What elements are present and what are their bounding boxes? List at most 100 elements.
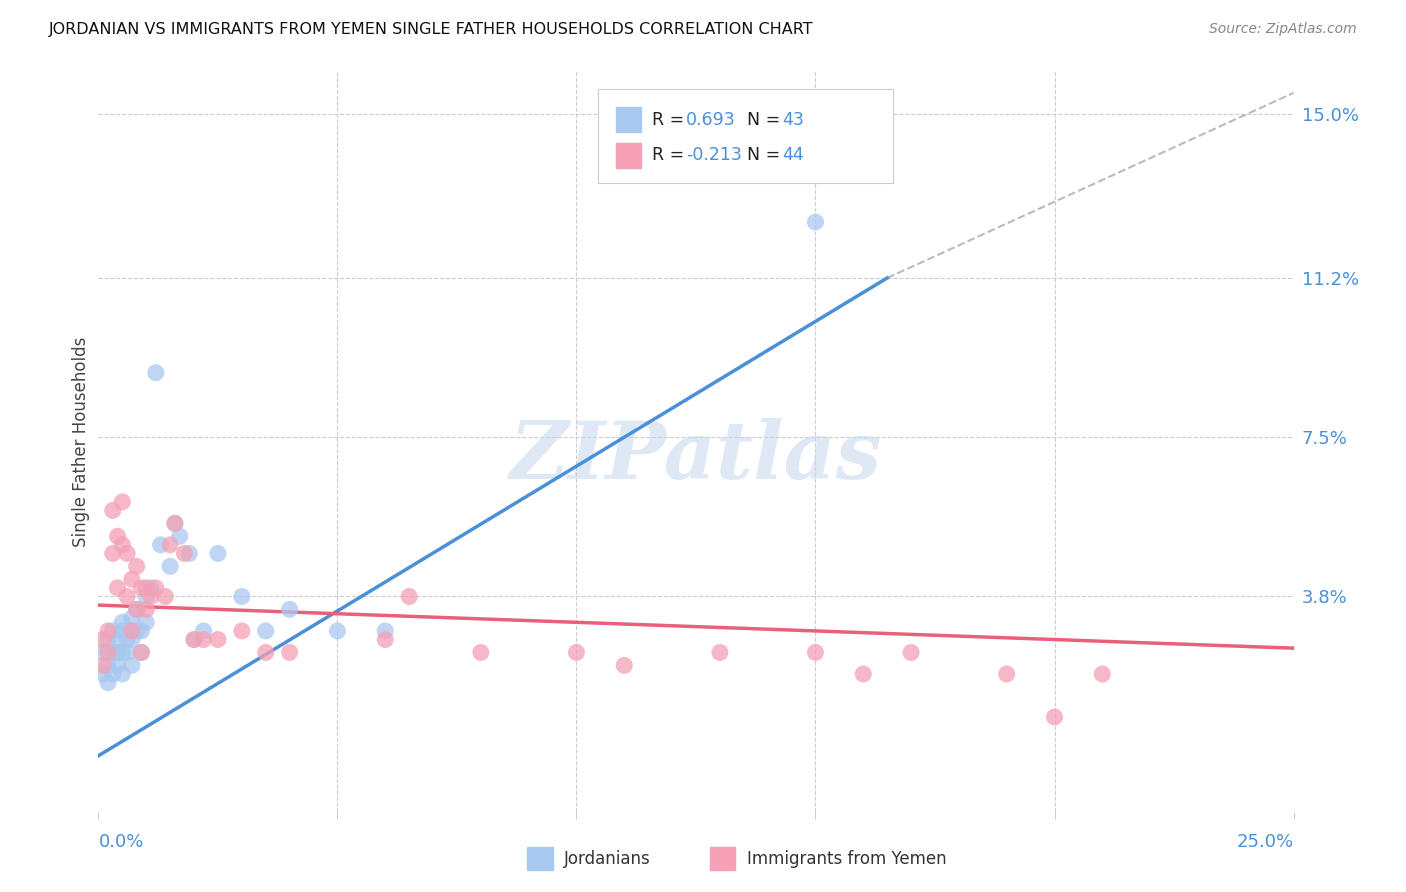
Point [183,632,205,647]
Point [115,590,138,604]
Point [131,581,153,595]
Y-axis label: Single Father Households: Single Father Households [72,336,90,547]
Point [207,632,229,647]
Point [139,581,162,595]
Point [193,624,215,638]
Point [145,581,167,595]
Point [326,624,349,638]
Point [125,602,148,616]
Point [97,658,120,673]
Point [804,215,827,229]
Point [179,546,201,560]
Point [1043,710,1066,724]
Point [111,495,134,509]
Text: ZIPatlas: ZIPatlas [510,417,882,495]
Point [125,624,148,638]
Point [145,366,167,380]
Point [97,624,120,638]
Point [121,611,143,625]
Point [398,590,420,604]
Point [115,546,138,560]
Point [131,645,153,659]
Text: 44: 44 [782,146,803,164]
Text: R =: R = [652,146,690,164]
Point [804,645,827,659]
Text: -0.213: -0.213 [686,146,742,164]
Text: 43: 43 [782,111,804,128]
Point [159,538,181,552]
Point [91,667,114,681]
Text: Jordanians: Jordanians [564,849,651,868]
Point [115,645,138,659]
Point [149,538,172,552]
Text: 25.0%: 25.0% [1236,833,1294,851]
Point [159,559,181,574]
Point [135,590,157,604]
Point [107,658,129,673]
Point [278,602,301,616]
Point [173,546,195,560]
Point [207,546,229,560]
Point [135,581,157,595]
Point [131,645,153,659]
Text: 0.693: 0.693 [686,111,735,128]
Point [101,546,124,560]
Point [900,645,922,659]
Text: Source: ZipAtlas.com: Source: ZipAtlas.com [1209,22,1357,37]
Text: Immigrants from Yemen: Immigrants from Yemen [747,849,946,868]
Point [852,667,875,681]
Text: N =: N = [747,111,786,128]
Point [121,658,143,673]
Point [131,624,153,638]
Point [163,516,186,531]
Point [374,632,396,647]
Point [111,667,134,681]
Point [107,645,129,659]
Point [91,632,114,647]
Point [101,645,124,659]
Point [125,602,148,616]
Point [565,645,588,659]
Point [107,529,129,543]
Text: 0.0%: 0.0% [98,833,143,851]
Point [111,645,134,659]
Point [97,645,120,659]
Point [101,624,124,638]
Point [183,632,205,647]
Point [107,581,129,595]
Point [97,675,120,690]
Point [374,624,396,638]
Point [995,667,1018,681]
Point [231,590,253,604]
Point [111,624,134,638]
Point [111,615,134,630]
Point [1091,667,1114,681]
Point [613,658,636,673]
Point [91,658,114,673]
Text: JORDANIAN VS IMMIGRANTS FROM YEMEN SINGLE FATHER HOUSEHOLDS CORRELATION CHART: JORDANIAN VS IMMIGRANTS FROM YEMEN SINGL… [49,22,814,37]
Point [101,503,124,517]
Point [231,624,253,638]
Point [101,667,124,681]
Text: R =: R = [652,111,690,128]
Point [139,590,162,604]
Point [111,538,134,552]
Point [135,602,157,616]
Point [107,632,129,647]
Point [155,590,177,604]
Point [709,645,731,659]
Point [163,516,186,531]
Point [193,632,215,647]
Point [97,632,120,647]
Text: N =: N = [747,146,786,164]
Point [115,624,138,638]
Point [121,632,143,647]
Point [470,645,492,659]
Point [278,645,301,659]
Point [125,559,148,574]
Point [91,645,114,659]
Point [135,615,157,630]
Point [121,624,143,638]
Point [254,624,277,638]
Point [121,572,143,586]
